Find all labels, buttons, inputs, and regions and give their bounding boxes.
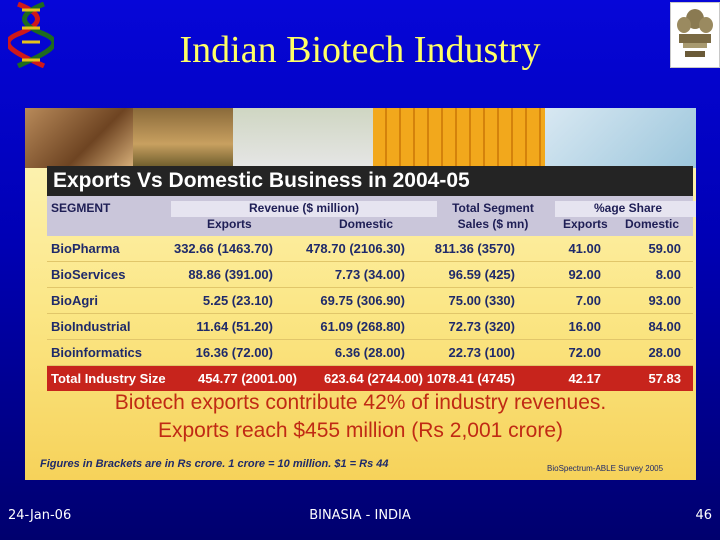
cell-total: 96.59 (425) (448, 267, 516, 282)
cell-segment: BioAgri (51, 293, 98, 308)
header-share: %age Share (593, 201, 663, 215)
cell-segment: BioIndustrial (51, 319, 131, 334)
header-domestic: Domestic (339, 217, 394, 231)
cell-domestic: 6.36 (28.00) (334, 345, 405, 360)
cell-domestic-share: 8.00 (655, 267, 681, 282)
table-row: BioPharma 332.66 (1463.70) 478.70 (2106.… (47, 236, 693, 262)
cell-domestic-share: 93.00 (648, 293, 681, 308)
cell-domestic: 623.64 (2744.00) (323, 371, 423, 386)
cell-export-share: 42.17 (568, 371, 601, 386)
header-share-exports: Exports (563, 217, 608, 231)
cell-domestic-share: 84.00 (648, 319, 681, 334)
table-heading: Exports Vs Domestic Business in 2004-05 (47, 166, 693, 196)
cell-export-share: 7.00 (575, 293, 601, 308)
cell-exports: 88.86 (391.00) (188, 267, 273, 282)
data-table: BioPharma 332.66 (1463.70) 478.70 (2106.… (47, 236, 693, 391)
table-row: BioIndustrial 11.64 (51.20) 61.09 (268.8… (47, 314, 693, 340)
table-row: BioServices 88.86 (391.00) 7.73 (34.00) … (47, 262, 693, 288)
header-total-line1: Total Segment (452, 201, 534, 215)
cell-exports: 16.36 (72.00) (195, 345, 273, 360)
revenue-header-box (171, 201, 437, 217)
header-exports: Exports (207, 217, 252, 231)
cell-domestic: 478.70 (2106.30) (305, 241, 405, 256)
header-photo-strip (25, 108, 696, 168)
cell-segment: BioServices (51, 267, 126, 282)
footnote: Figures in Brackets are in Rs crore. 1 c… (40, 458, 389, 470)
business-table-panel: Exports Vs Domestic Business in 2004-05 … (25, 108, 696, 480)
cell-domestic: 61.09 (268.80) (320, 319, 405, 334)
cell-export-share: 41.00 (568, 241, 601, 256)
header-total-line2: Sales ($ mn) (457, 217, 529, 231)
cell-total: 1078.41 (4745) (426, 371, 515, 386)
cell-domestic-share: 57.83 (648, 371, 681, 386)
cell-domestic-share: 28.00 (648, 345, 681, 360)
header-share-domestic: Domestic (625, 217, 680, 231)
dna-logo-icon (8, 2, 54, 68)
cell-segment: Total Industry Size (51, 371, 166, 386)
footer-date: 24-Jan-06 (8, 508, 72, 523)
cell-exports: 454.77 (2001.00) (197, 371, 297, 386)
header-segment: SEGMENT (51, 201, 111, 215)
share-header-box (555, 201, 696, 217)
cell-exports: 11.64 (51.20) (196, 319, 273, 334)
slide-title: Indian Biotech Industry (179, 29, 541, 71)
cell-exports: 332.66 (1463.70) (173, 241, 273, 256)
cell-domestic: 7.73 (34.00) (334, 267, 405, 282)
total-row: Total Industry Size 454.77 (2001.00) 623… (47, 366, 693, 391)
wheat-photo (133, 108, 233, 168)
cell-domestic-share: 59.00 (648, 241, 681, 256)
lion-capital-icon (677, 9, 713, 57)
header-revenue: Revenue ($ million) (248, 201, 360, 215)
table-row: BioAgri 5.25 (23.10) 69.75 (306.90) 75.0… (47, 288, 693, 314)
cell-exports: 5.25 (23.10) (202, 293, 273, 308)
table-header: SEGMENT Revenue ($ million) Exports Dome… (47, 196, 696, 236)
footer-center-text: BINASIA - INDIA (309, 508, 411, 523)
corn-photo (373, 108, 545, 168)
summary-line-1: Biotech exports contribute 42% of indust… (114, 391, 607, 414)
dna-model-photo (25, 108, 133, 168)
lab-photo (233, 108, 373, 168)
cell-export-share: 72.00 (568, 345, 601, 360)
cell-total: 75.00 (330) (448, 293, 516, 308)
summary-line-2: Exports reach $455 million (Rs 2,001 cro… (157, 419, 563, 442)
cell-segment: BioPharma (51, 241, 120, 256)
source-note: BioSpectrum-ABLE Survey 2005 (547, 464, 664, 473)
cell-total: 811.36 (3570) (434, 241, 515, 256)
cell-segment: Bioinformatics (51, 345, 143, 360)
cell-export-share: 16.00 (568, 319, 601, 334)
cell-total: 22.73 (100) (448, 345, 516, 360)
cell-export-share: 92.00 (568, 267, 601, 282)
cell-total: 72.73 (320) (448, 319, 516, 334)
cell-domestic: 69.75 (306.90) (320, 293, 405, 308)
table-row: Bioinformatics 16.36 (72.00) 6.36 (28.00… (47, 340, 693, 366)
slide-number: 46 (695, 508, 712, 523)
test-tubes-photo (545, 108, 696, 168)
national-emblem-logo (670, 2, 720, 68)
